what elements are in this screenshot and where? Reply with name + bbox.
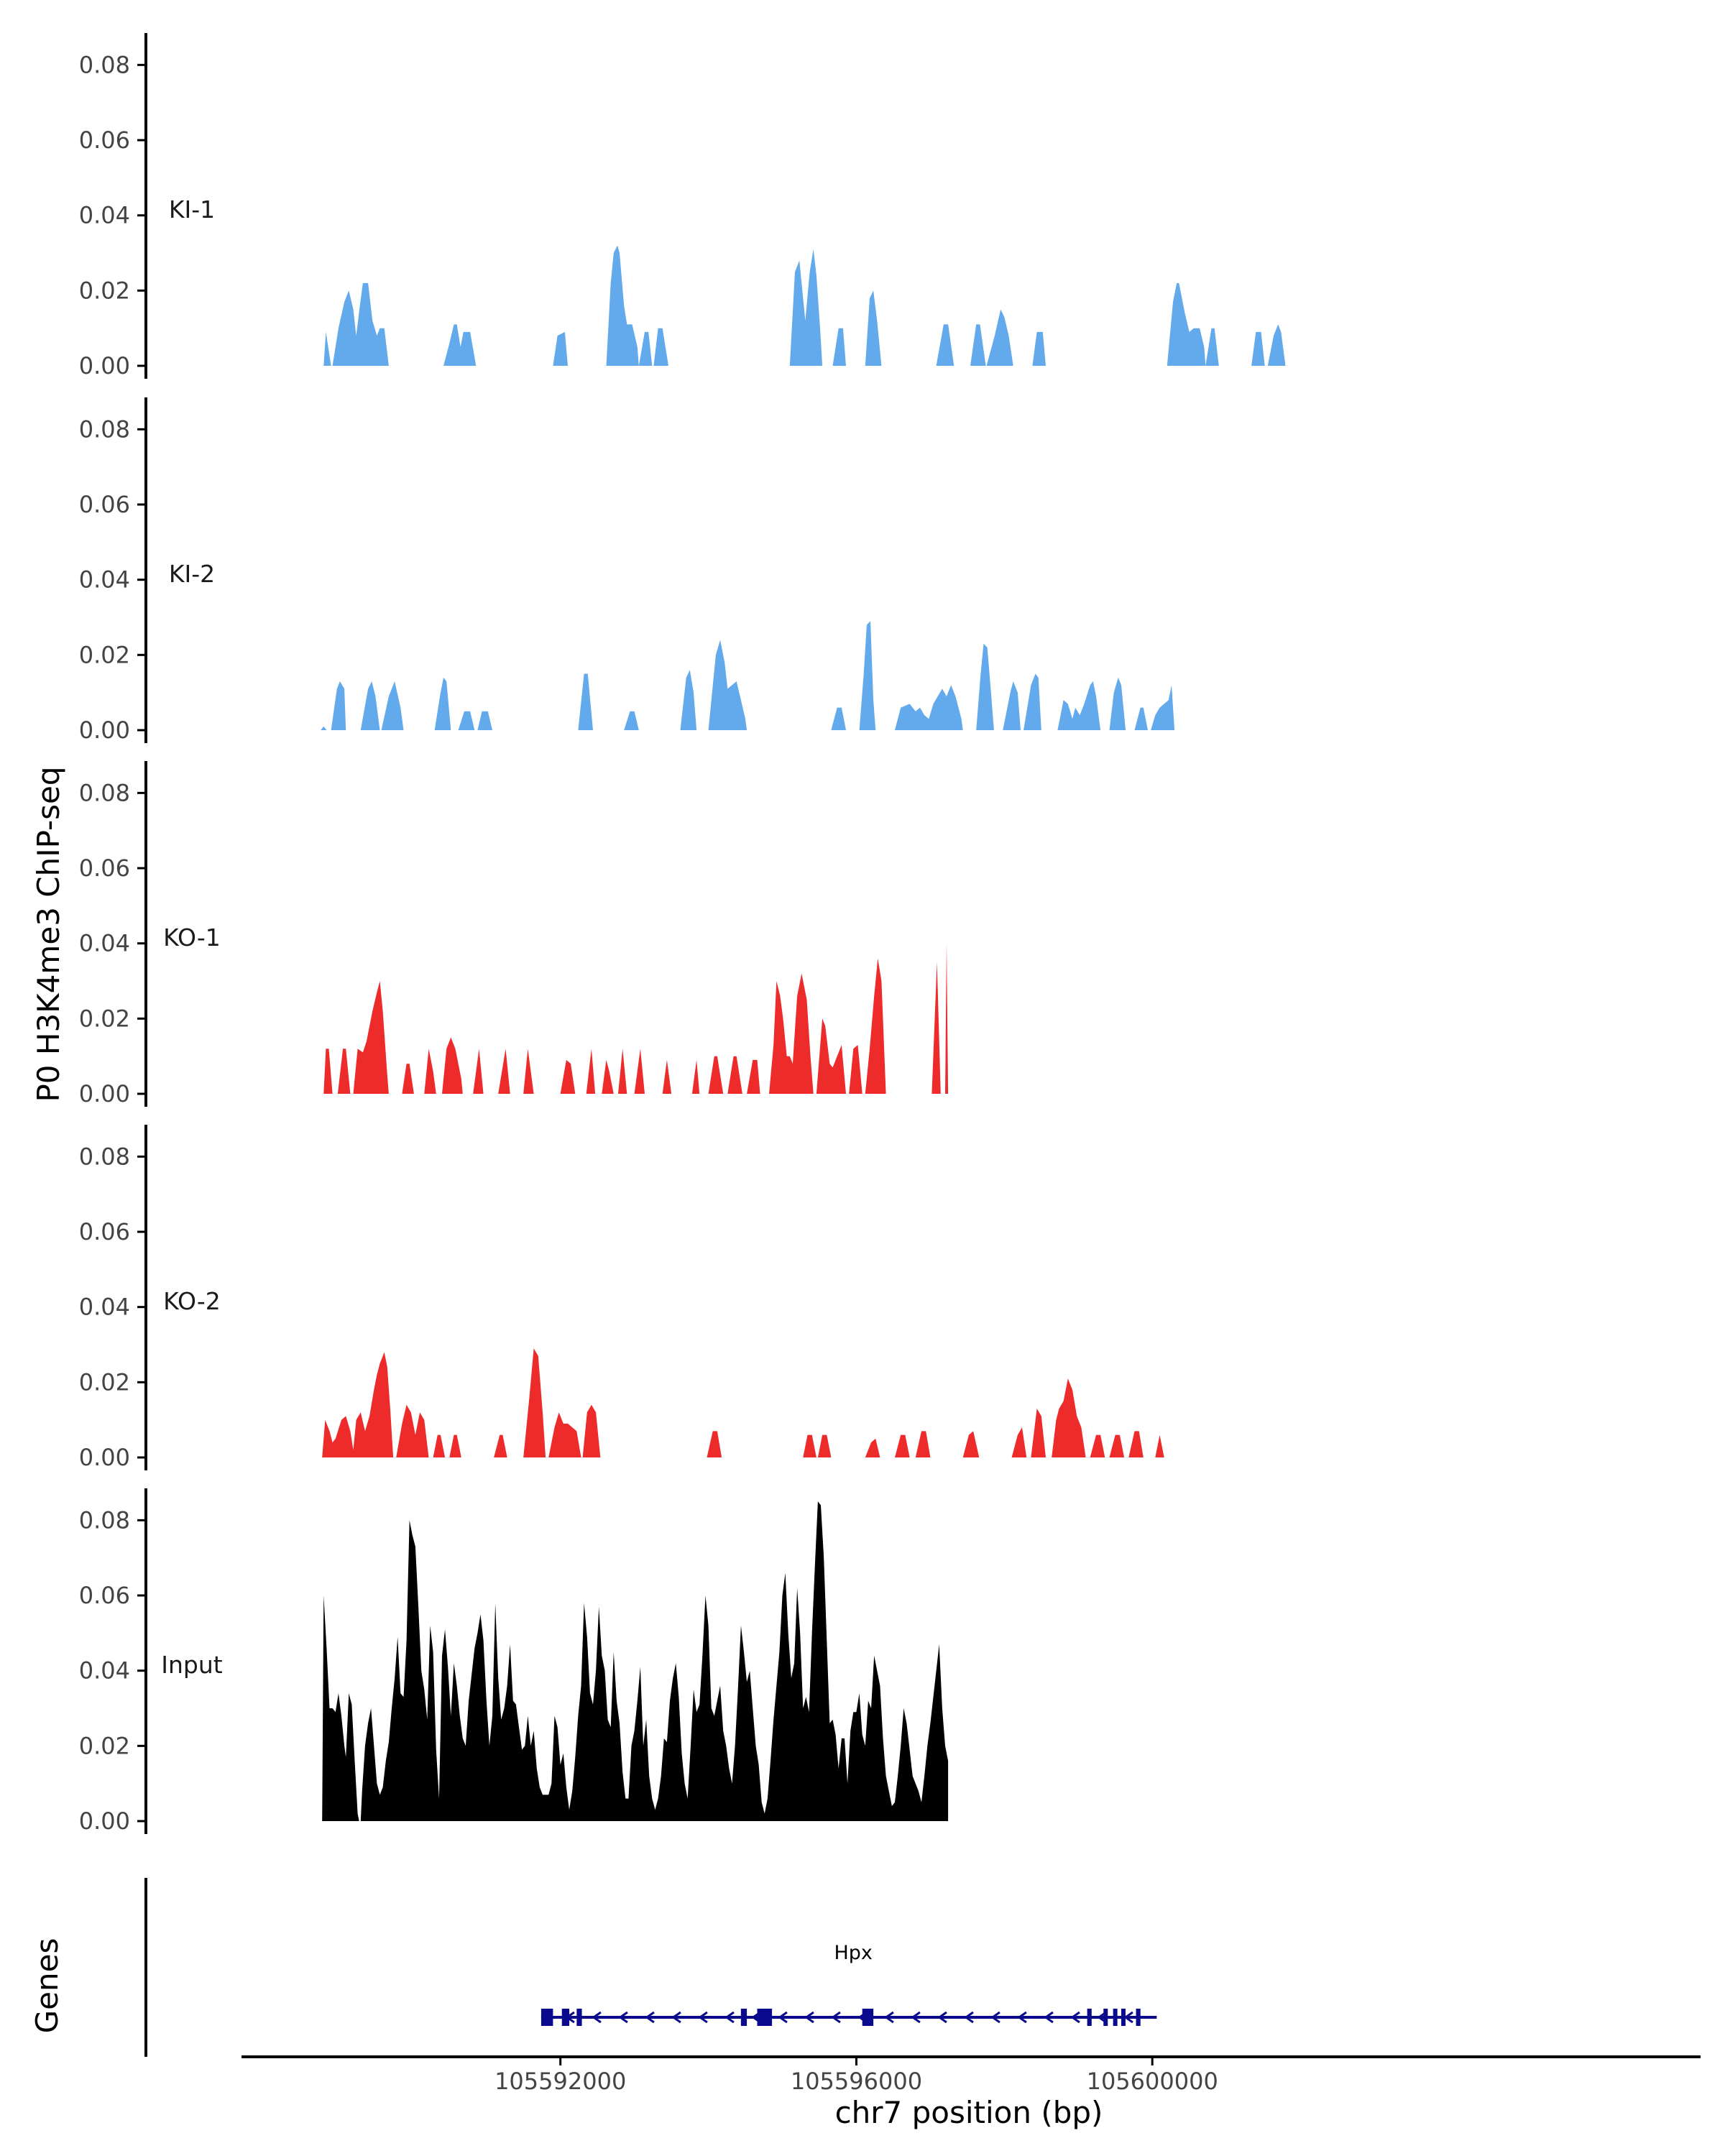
strand-arrow bbox=[1070, 2011, 1080, 2024]
strand-arrow bbox=[698, 2011, 708, 2024]
strand-arrow bbox=[831, 2011, 841, 2024]
gene-name-label: Hpx bbox=[834, 1942, 872, 1964]
y-tick-label: 0.04 bbox=[79, 202, 130, 229]
y-tick-label: 0.02 bbox=[79, 1005, 130, 1032]
y-tick-label: 0.00 bbox=[79, 352, 130, 379]
signal-area-ki-2 bbox=[321, 621, 1175, 730]
signal-area-ko-2 bbox=[322, 1348, 1164, 1457]
signal-area-ki-1 bbox=[323, 245, 1286, 366]
track-label: KI-2 bbox=[169, 560, 215, 588]
track-label: KO-2 bbox=[163, 1287, 221, 1315]
y-tick-label: 0.08 bbox=[79, 1143, 130, 1170]
y-tick-label: 0.00 bbox=[79, 1807, 130, 1835]
genes-panel: Hpx bbox=[144, 1878, 1157, 2057]
strand-arrow bbox=[1044, 2011, 1054, 2024]
y-tick-label: 0.02 bbox=[79, 1368, 130, 1396]
y-tick-label: 0.06 bbox=[79, 1582, 130, 1609]
gene-exon bbox=[1087, 2009, 1092, 2026]
y-tick-label: 0.08 bbox=[79, 1506, 130, 1534]
y-tick-label: 0.04 bbox=[79, 1657, 130, 1685]
gene-exon bbox=[1103, 2009, 1108, 2026]
strand-arrow bbox=[778, 2011, 788, 2024]
strand-arrow bbox=[911, 2011, 921, 2024]
y-tick-label: 0.00 bbox=[79, 1444, 130, 1471]
signal-area-input bbox=[322, 1501, 949, 1821]
y-tick-label: 0.08 bbox=[79, 415, 130, 443]
signal-area-ko-1 bbox=[323, 943, 949, 1094]
gene-exon bbox=[576, 2009, 582, 2026]
strand-arrow bbox=[884, 2011, 894, 2024]
strand-arrow bbox=[618, 2011, 628, 2024]
y-tick-label: 0.06 bbox=[79, 854, 130, 882]
x-axis: 105592000 105596000 105600000 bbox=[242, 2055, 1701, 2095]
y-tick-label: 0.02 bbox=[79, 641, 130, 668]
x-tick-label: 105600000 bbox=[1087, 2068, 1218, 2095]
strand-arrow bbox=[937, 2011, 947, 2024]
y-tick-label: 0.08 bbox=[79, 779, 130, 806]
track-label: KO-1 bbox=[163, 923, 221, 952]
x-tick-label: 105596000 bbox=[791, 2068, 922, 2095]
y-tick-label: 0.08 bbox=[79, 51, 130, 78]
y-tick-label: 0.04 bbox=[79, 930, 130, 957]
gene-exon bbox=[757, 2009, 773, 2026]
gene-exon bbox=[740, 2009, 748, 2026]
strand-arrow bbox=[964, 2011, 974, 2024]
strand-arrow bbox=[671, 2011, 681, 2024]
y-tick-label: 0.06 bbox=[79, 1218, 130, 1245]
track-ki-2: 0.00 0.02 0.04 0.06 0.08 KI-2 bbox=[79, 397, 1175, 744]
y-tick-label: 0.06 bbox=[79, 491, 130, 518]
gene-exon bbox=[1136, 2009, 1141, 2026]
y-tick-label: 0.02 bbox=[79, 277, 130, 304]
gene-exon bbox=[1121, 2009, 1126, 2026]
y-tick-label: 0.06 bbox=[79, 126, 130, 154]
gene-exon bbox=[540, 2009, 553, 2026]
x-axis-title: chr7 position (bp) bbox=[835, 2095, 1103, 2130]
tracks-layer: 0.00 0.02 0.04 0.06 0.08 KI-1 0.00 0.02 0.04 0.06… bbox=[79, 33, 1286, 1835]
y-tick-label: 0.00 bbox=[79, 717, 130, 744]
strand-arrow bbox=[645, 2011, 655, 2024]
y-tick-label: 0.04 bbox=[79, 1294, 130, 1321]
y-tick-label: 0.02 bbox=[79, 1732, 130, 1759]
strand-arrow bbox=[724, 2011, 735, 2024]
strand-arrow bbox=[592, 2011, 602, 2024]
y-tick-label: 0.00 bbox=[79, 1080, 130, 1107]
strand-arrow bbox=[990, 2011, 1000, 2024]
track-label: Input bbox=[161, 1651, 223, 1679]
y-axis-title: P0 H3K4me3 ChIP-seq bbox=[31, 766, 66, 1102]
strand-arrow bbox=[804, 2011, 814, 2024]
genes-axis-title: Genes bbox=[29, 1938, 65, 2034]
track-label: KI-1 bbox=[169, 195, 215, 224]
track-ki-1: 0.00 0.02 0.04 0.06 0.08 KI-1 bbox=[79, 33, 1286, 379]
y-tick-label: 0.04 bbox=[79, 566, 130, 594]
track-input: 0.00 0.02 0.04 0.06 0.08 Input bbox=[79, 1488, 949, 1835]
strand-arrow bbox=[1017, 2011, 1027, 2024]
x-tick-label: 105592000 bbox=[494, 2068, 626, 2095]
gene-exon bbox=[862, 2009, 874, 2026]
track-ko-1: 0.00 0.02 0.04 0.06 0.08 KO-1 bbox=[79, 761, 949, 1107]
gene-exon bbox=[561, 2009, 570, 2026]
gene-exon bbox=[1113, 2009, 1118, 2026]
track-ko-2: 0.00 0.02 0.04 0.06 0.08 KO-2 bbox=[79, 1125, 1164, 1471]
